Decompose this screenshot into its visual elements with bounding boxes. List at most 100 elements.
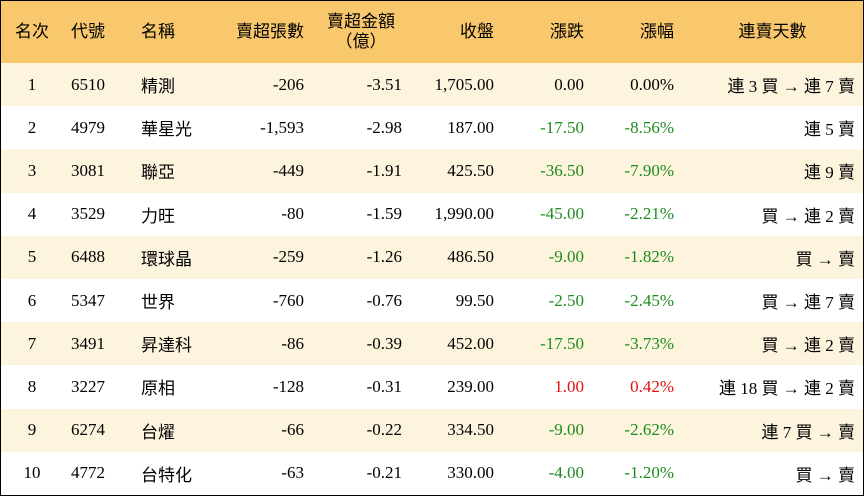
table-cell: -2.21% <box>624 204 674 224</box>
table-cell: 連 7 買 → 賣 <box>761 422 856 442</box>
table-cell: 連 3 買 → 連 7 賣 <box>727 77 856 97</box>
table-row: 7 3491 昇達科 -86 -0.39 452.00 -17.50 -3.73% 買 → 連 … <box>1 322 863 366</box>
table-cell: 4772 <box>71 463 105 483</box>
table-cell: 3227 <box>71 376 105 396</box>
table-cell: 486.50 <box>447 247 494 267</box>
table-cell: 力旺 <box>141 206 175 226</box>
table-row: 3 3081 聯亞 -449 -1.91 425.50 -36.50 -7.90% 連 9 賣 <box>1 149 863 193</box>
table-cell: -80 <box>281 204 304 224</box>
table-cell: -17.50 <box>540 117 584 137</box>
table-cell: -2.98 <box>366 117 402 137</box>
table-cell: 1,990.00 <box>434 204 495 224</box>
table-cell: -0.76 <box>366 290 402 310</box>
table-cell: -0.31 <box>366 376 402 396</box>
table-cell: 環球晶 <box>141 249 192 269</box>
table-row: 4 3529 力旺 -80 -1.59 1,990.00 -45.00 -2.21% 買 → 連… <box>1 193 863 236</box>
table-cell: 0.00% <box>630 74 674 94</box>
table-cell: 5347 <box>71 290 105 310</box>
table-cell: -2.62% <box>624 420 674 440</box>
table-cell: -259 <box>272 247 304 267</box>
header-cell: 名稱 <box>141 22 175 41</box>
table-cell: 239.00 <box>447 376 494 396</box>
table-cell: -760 <box>272 290 304 310</box>
table-cell: 3529 <box>71 204 105 224</box>
table-cell: 原相 <box>141 379 175 399</box>
table-cell: 3081 <box>71 160 105 180</box>
table-cell: -1.82% <box>624 247 674 267</box>
table-cell: 買 → 連 2 賣 <box>761 336 856 356</box>
table-cell: 5 <box>27 247 37 267</box>
table-cell: -4.00 <box>548 463 584 483</box>
table-cell: 3 <box>27 160 37 180</box>
table-cell: 聯亞 <box>141 163 175 183</box>
table-cell: 4979 <box>71 117 105 137</box>
table-row: 5 6488 環球晶 -259 -1.26 486.50 -9.00 -1.82% 買 → 賣 <box>1 235 863 279</box>
table-cell: 買 → 連 7 賣 <box>761 293 856 313</box>
header-line: （億） <box>335 32 387 51</box>
table-cell: -2.45% <box>624 290 674 310</box>
table-cell: 台特化 <box>141 465 192 485</box>
table-cell: -9.00 <box>548 420 584 440</box>
table-cell: 買 → 連 2 賣 <box>761 206 856 226</box>
header-cell: 收盤 <box>460 22 494 41</box>
header-row: 名次 代號 名稱 賣超張數 賣超金額 （億） 收盤 漲跌 漲幅 連賣天數 <box>1 1 863 63</box>
table-cell: 1,705.00 <box>434 74 495 94</box>
table-cell: -0.21 <box>366 463 402 483</box>
header-cell: 漲幅 <box>640 22 674 41</box>
table-row: 2 4979 華星光 -1,593 -2.98 187.00 -17.50 -8.56% 連 5… <box>1 106 863 149</box>
table-cell: -0.39 <box>366 333 402 353</box>
table-cell: 6488 <box>71 247 105 267</box>
header-cell: 賣超金額 （億） <box>312 1 410 63</box>
table-row: 9 6274 台燿 -66 -0.22 334.50 -9.00 -2.62% 連 7 買 → … <box>1 408 863 452</box>
header-cell: 連賣天數 <box>738 22 807 41</box>
table-cell: -206 <box>272 74 304 94</box>
header-cell: 漲跌 <box>550 22 584 41</box>
table-cell: 334.50 <box>447 420 494 440</box>
table-row: 6 5347 世界 -760 -0.76 99.50 -2.50 -2.45% 買 → 連 7 … <box>1 279 863 322</box>
table-cell: 3491 <box>71 333 105 353</box>
table-cell: 0.42% <box>630 376 674 396</box>
table-cell: -66 <box>281 420 304 440</box>
table-row: 8 3227 原相 -128 -0.31 239.00 1.00 0.42% 連 18 買 → … <box>1 365 863 408</box>
table-cell: -86 <box>281 333 304 353</box>
table-cell: 6510 <box>71 74 105 94</box>
header-cell: 代號 <box>71 22 105 41</box>
table-cell: 10 <box>23 463 41 483</box>
table-cell: 連 5 賣 <box>804 120 855 140</box>
table-cell: -449 <box>272 160 304 180</box>
header-line: 賣超金額 <box>327 12 395 31</box>
table-cell: 世界 <box>141 293 175 313</box>
table-cell: -45.00 <box>540 204 584 224</box>
table-cell: -7.90% <box>624 160 674 180</box>
table-cell: 1 <box>27 74 37 94</box>
table-row: 1 6510 精測 -206 -3.51 1,705.00 0.00 0.00% 連 3 買 →… <box>1 63 863 107</box>
table-cell: 330.00 <box>447 463 494 483</box>
table-cell: -1.91 <box>366 160 402 180</box>
table-cell: 買 → 賣 <box>795 249 856 269</box>
table-cell: 452.00 <box>447 333 494 353</box>
table-cell: 6 <box>27 290 37 310</box>
table-cell: -3.73% <box>624 333 674 353</box>
table-cell: -9.00 <box>548 247 584 267</box>
table-cell: -128 <box>272 376 304 396</box>
table-cell: -1.59 <box>366 204 402 224</box>
table-cell: 連 18 買 → 連 2 賣 <box>719 379 855 399</box>
table-cell: -2.50 <box>548 290 584 310</box>
table-cell: 425.50 <box>447 160 494 180</box>
table-cell: -63 <box>281 463 304 483</box>
table-cell: 187.00 <box>447 117 494 137</box>
table-cell: -1.20% <box>624 463 674 483</box>
table-cell: -36.50 <box>540 160 584 180</box>
table-cell: 7 <box>27 333 37 353</box>
header-cell: 賣超張數 <box>236 22 304 41</box>
table-body: 1 6510 精測 -206 -3.51 1,705.00 0.00 0.00% 連 3 買 →… <box>1 63 863 495</box>
table-cell: 精測 <box>141 77 175 97</box>
table-cell: 台燿 <box>141 422 175 442</box>
table-cell: 4 <box>27 204 37 224</box>
table-cell: -1.26 <box>366 247 402 267</box>
table-cell: 2 <box>27 117 37 137</box>
table-cell: 華星光 <box>141 120 192 140</box>
table-cell: 買 → 賣 <box>795 465 856 485</box>
